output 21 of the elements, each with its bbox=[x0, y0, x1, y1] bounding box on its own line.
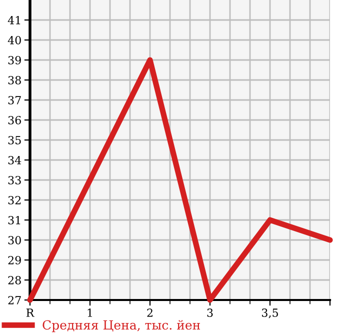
y-tick-label: 27 bbox=[8, 296, 21, 304]
y-tick-label: 34 bbox=[8, 156, 22, 164]
legend-label: Средняя Цена, тыс. йен bbox=[42, 320, 200, 332]
y-tick-label: 37 bbox=[8, 96, 21, 104]
y-tick-label: 39 bbox=[8, 56, 21, 64]
y-tick-label: 28 bbox=[8, 276, 21, 284]
y-tick-label: 30 bbox=[8, 236, 21, 244]
x-tick-label: 3 bbox=[207, 308, 213, 317]
y-tick-label: 40 bbox=[8, 36, 21, 44]
y-tick-label: 29 bbox=[8, 256, 21, 264]
x-tick-label: 3,5 bbox=[262, 308, 278, 318]
x-tick-label: 2 bbox=[147, 308, 152, 317]
y-tick-label: 41 bbox=[8, 16, 20, 24]
x-tick-label: 1 bbox=[88, 308, 92, 317]
y-tick-label: 33 bbox=[8, 176, 21, 184]
y-tick-label: 32 bbox=[8, 196, 21, 204]
x-tick-label: R bbox=[26, 308, 34, 317]
y-tick-label: 38 bbox=[8, 76, 21, 84]
y-tick-label: 35 bbox=[8, 136, 21, 144]
y-tick-label: 36 bbox=[8, 116, 21, 124]
y-tick-label: 31 bbox=[8, 216, 20, 224]
